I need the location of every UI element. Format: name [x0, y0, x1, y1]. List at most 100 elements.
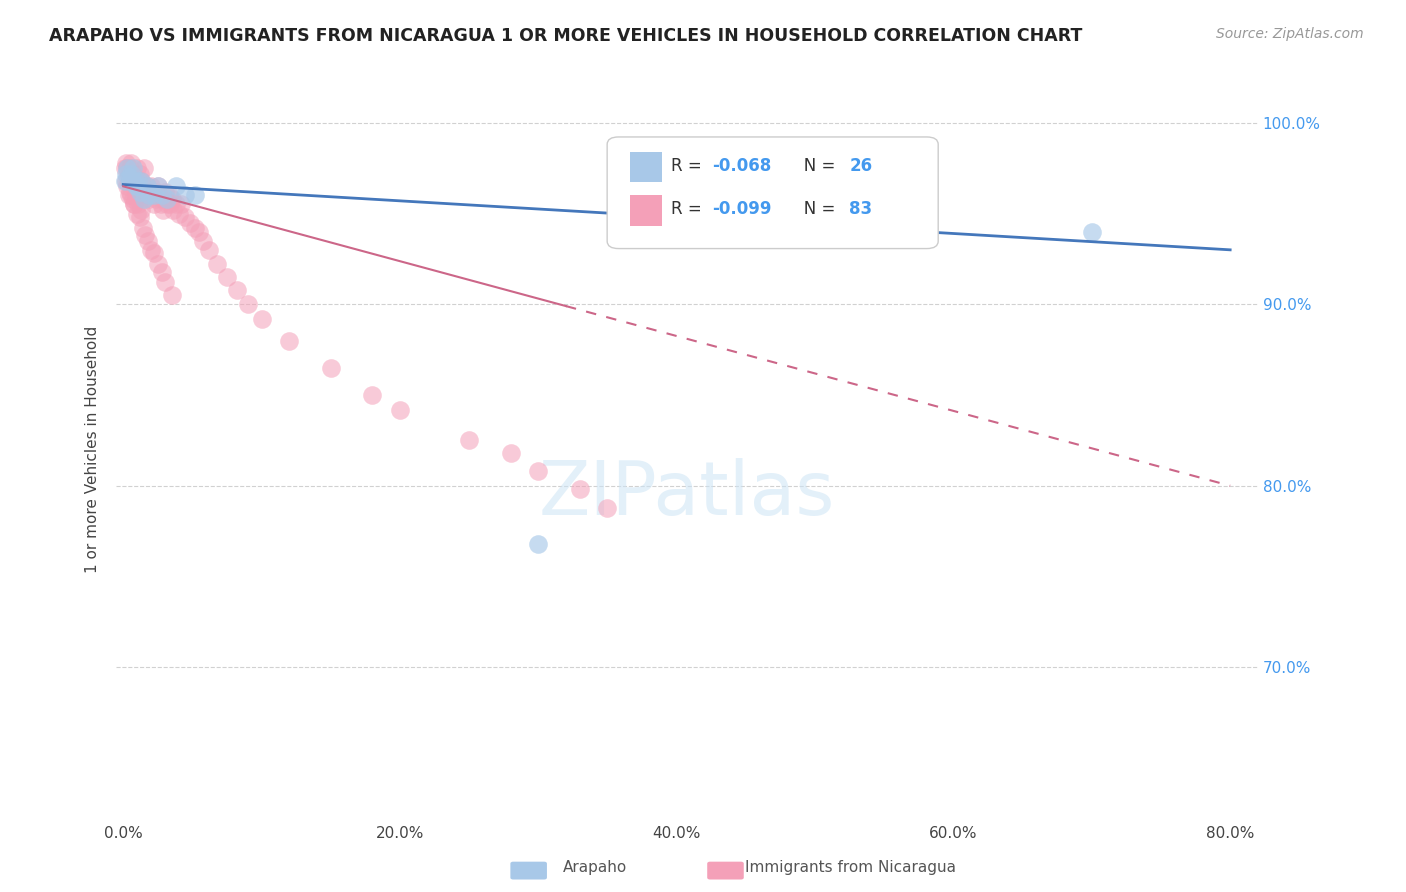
Point — [914, 216, 936, 230]
Point — [145, 192, 167, 206]
Point — [128, 167, 150, 181]
Point — [527, 464, 550, 478]
Point — [121, 167, 143, 181]
Point — [125, 179, 148, 194]
Point — [127, 197, 149, 211]
Point — [179, 216, 201, 230]
Point — [596, 500, 619, 515]
Point — [142, 197, 165, 211]
Point — [131, 179, 153, 194]
Point — [156, 197, 179, 211]
Point — [127, 174, 149, 188]
Point — [174, 188, 197, 202]
Point — [157, 188, 180, 202]
Point — [125, 192, 148, 206]
Point — [162, 202, 184, 217]
Point — [139, 179, 162, 194]
Bar — [630, 195, 662, 226]
Point — [114, 161, 136, 176]
Point — [117, 161, 139, 176]
Point — [132, 192, 155, 206]
Point — [568, 483, 591, 497]
Point — [361, 388, 384, 402]
Point — [124, 188, 146, 202]
Point — [160, 192, 183, 206]
Point — [184, 221, 207, 235]
Point — [129, 174, 152, 188]
Point — [128, 188, 150, 202]
Point — [236, 297, 259, 311]
Point — [136, 188, 159, 202]
Point — [121, 188, 143, 202]
Point — [117, 161, 139, 176]
Point — [128, 210, 150, 224]
Point — [118, 170, 141, 185]
Point — [207, 257, 229, 271]
Point — [122, 197, 145, 211]
Text: ZIPatlas: ZIPatlas — [538, 458, 835, 531]
FancyBboxPatch shape — [607, 137, 938, 249]
Text: Source: ZipAtlas.com: Source: ZipAtlas.com — [1216, 27, 1364, 41]
Point — [458, 434, 481, 448]
Text: 83: 83 — [849, 201, 872, 219]
Point — [153, 185, 176, 199]
Point — [150, 188, 173, 202]
Point — [115, 174, 138, 188]
Point — [131, 221, 153, 235]
Point — [150, 264, 173, 278]
Point — [1081, 225, 1104, 239]
Text: -0.068: -0.068 — [713, 157, 772, 175]
Text: Arapaho: Arapaho — [562, 861, 627, 875]
Point — [165, 197, 187, 211]
Point — [160, 288, 183, 302]
Point — [115, 155, 138, 169]
Text: -0.099: -0.099 — [713, 201, 772, 219]
Point — [278, 334, 301, 348]
Point — [115, 167, 138, 181]
Point — [125, 206, 148, 220]
Point — [499, 446, 522, 460]
Point — [132, 192, 155, 206]
Point — [159, 197, 181, 211]
Text: N =: N = — [787, 201, 841, 219]
Point — [118, 188, 141, 202]
Point — [146, 257, 169, 271]
Point — [117, 179, 139, 194]
Point — [156, 192, 179, 206]
Point — [388, 402, 411, 417]
Point — [215, 270, 238, 285]
Point — [188, 225, 211, 239]
Point — [127, 174, 149, 188]
Point — [120, 161, 142, 176]
Point — [120, 174, 142, 188]
Point — [138, 188, 160, 202]
Point — [250, 311, 273, 326]
Point — [135, 179, 157, 194]
Text: Immigrants from Nicaragua: Immigrants from Nicaragua — [745, 861, 956, 875]
Point — [143, 185, 166, 199]
Point — [142, 246, 165, 260]
Text: 26: 26 — [849, 157, 872, 175]
Point — [527, 537, 550, 551]
Point — [129, 174, 152, 188]
Point — [155, 192, 177, 206]
Point — [146, 179, 169, 194]
Text: R =: R = — [671, 157, 707, 175]
Point — [150, 192, 173, 206]
Point — [134, 185, 156, 199]
Point — [122, 167, 145, 181]
Point — [165, 179, 187, 194]
Point — [135, 179, 157, 194]
Bar — [630, 152, 662, 182]
Point — [114, 174, 136, 188]
Point — [122, 170, 145, 185]
Point — [138, 192, 160, 206]
Point — [124, 179, 146, 194]
Point — [141, 188, 163, 202]
Point — [134, 228, 156, 243]
Point — [152, 202, 174, 217]
Text: R =: R = — [671, 201, 707, 219]
Point — [129, 202, 152, 217]
Point — [146, 179, 169, 194]
Point — [122, 174, 145, 188]
